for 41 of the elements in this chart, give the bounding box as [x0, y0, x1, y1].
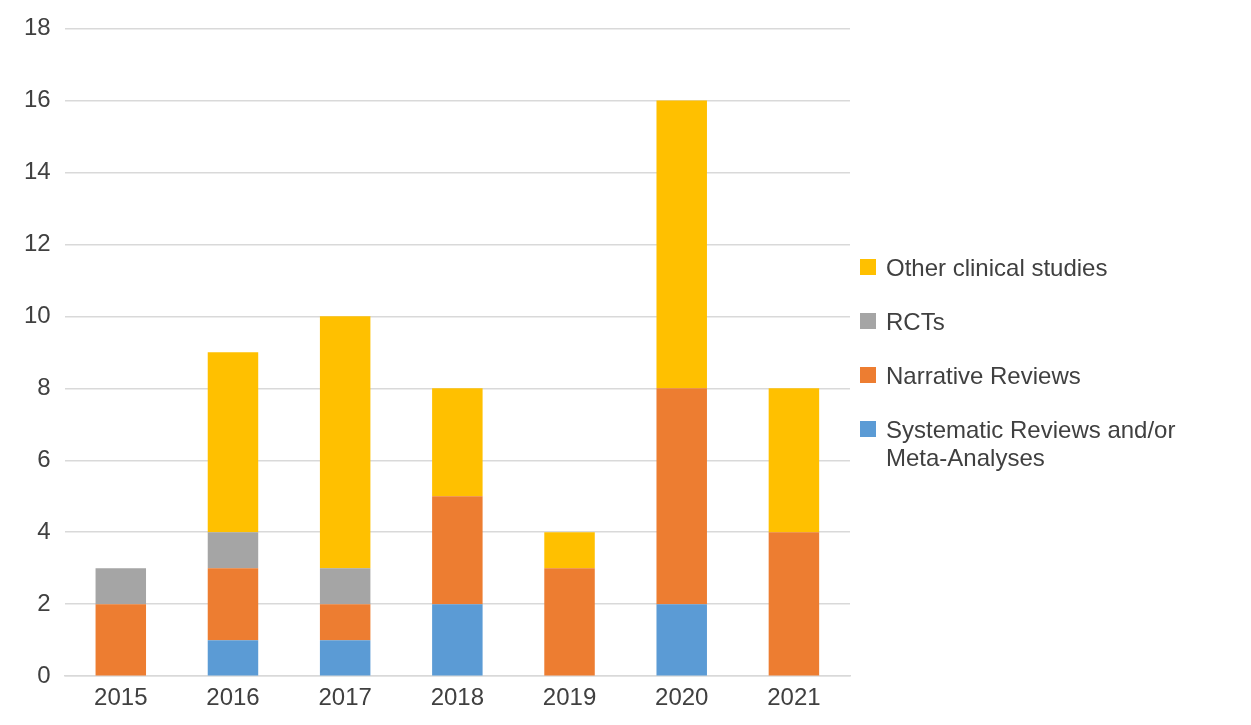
bar — [432, 496, 483, 605]
x-tick-label: 2016 — [206, 683, 260, 711]
y-tick-label: 2 — [37, 588, 51, 616]
bar — [432, 388, 483, 497]
y-tick-label: 8 — [37, 372, 51, 400]
bar — [319, 316, 371, 569]
y-tick-label: 6 — [37, 444, 51, 472]
x-tick-label: 2019 — [542, 683, 597, 711]
x-tick-label: 2015 — [94, 683, 148, 711]
y-tick-label: 14 — [23, 156, 51, 184]
bar — [207, 352, 259, 533]
bar — [319, 640, 371, 676]
bar — [656, 604, 707, 676]
legend-label: Systematic Reviews and/or Meta-Analyses — [886, 415, 1177, 472]
bar — [432, 604, 483, 676]
y-tick-label: 16 — [23, 85, 51, 112]
y-tick-label: 12 — [23, 228, 51, 256]
bar — [656, 388, 707, 605]
bar — [656, 100, 707, 389]
bar — [544, 568, 595, 676]
bar — [207, 532, 259, 569]
bar — [319, 604, 371, 641]
bar — [95, 604, 147, 676]
bar — [207, 568, 259, 641]
legend-label: RCTs — [886, 307, 945, 336]
y-tick-label: 18 — [23, 13, 51, 41]
x-tick-label: 2021 — [767, 683, 821, 711]
bar — [95, 568, 147, 605]
x-tick-label: 2020 — [655, 683, 709, 711]
legend-label: Narrative Reviews — [886, 361, 1081, 390]
legend-label: Other clinical studies — [886, 253, 1108, 282]
x-tick-label: 2017 — [318, 683, 372, 711]
bar — [768, 388, 820, 533]
y-tick-label: 0 — [37, 660, 51, 688]
y-tick-label: 4 — [37, 516, 51, 544]
bar — [544, 532, 595, 569]
bar — [319, 568, 371, 605]
bar — [207, 640, 259, 676]
bar — [768, 532, 820, 676]
y-tick-label: 10 — [23, 300, 51, 328]
x-tick-label: 2018 — [430, 683, 485, 711]
